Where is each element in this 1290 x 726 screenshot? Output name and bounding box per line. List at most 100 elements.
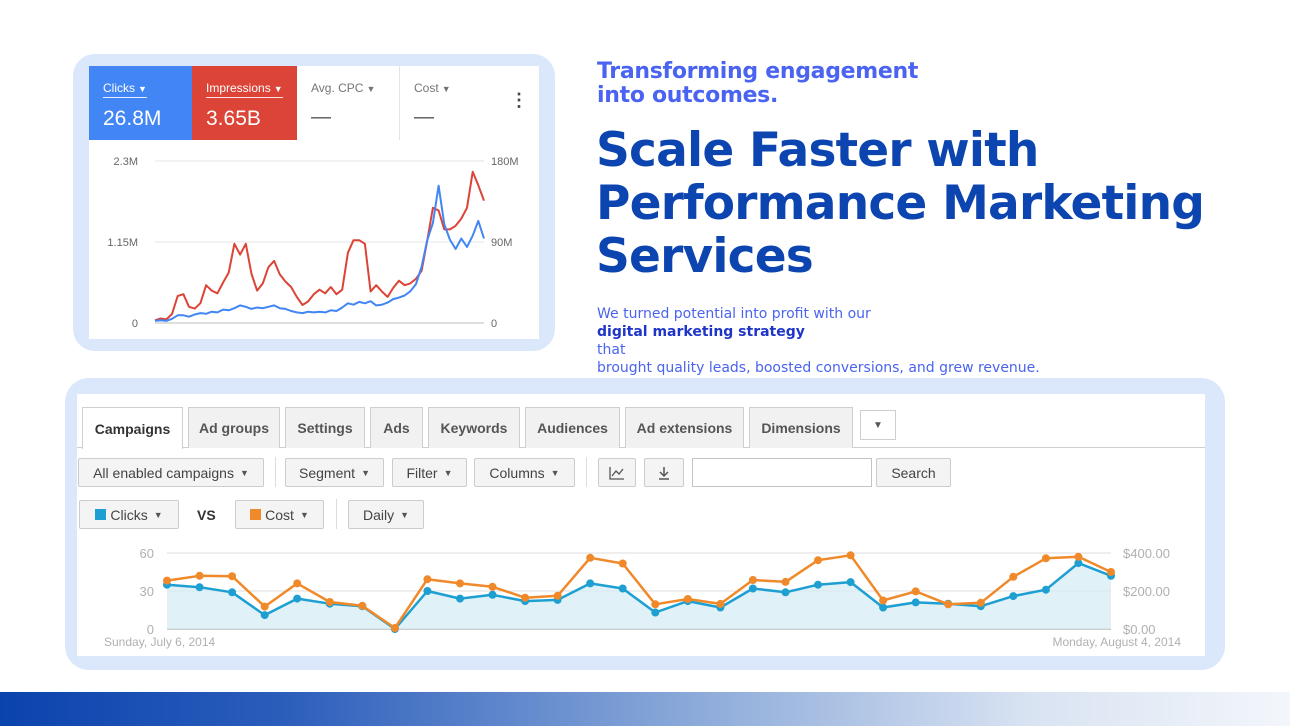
cost-swatch [250, 509, 262, 520]
y-left-tick-label: 1.15M [107, 237, 138, 249]
bottom-gradient-bar [0, 692, 1290, 726]
segment-dropdown[interactable]: Segment ▼ [285, 458, 384, 487]
caret-down-icon: ▼ [400, 509, 410, 520]
vs-label: VS [197, 507, 216, 523]
data-point-clicks [260, 611, 269, 620]
adwords-panel: Campaigns Ad groups Settings Ads Keyword… [77, 394, 1205, 656]
y-left-tick-label: 0 [147, 622, 154, 637]
data-point-clicks [488, 590, 497, 599]
y-right-tick-label: $400.00 [1123, 546, 1170, 561]
y-right-tick-label: 180M [491, 156, 519, 168]
toolbar-divider [586, 457, 587, 487]
data-point-clicks [228, 588, 237, 597]
data-point-cost [390, 624, 399, 632]
data-point-cost [163, 576, 171, 585]
series-line-impressions [154, 170, 485, 322]
kebab-vertical-icon[interactable]: ⋮ [510, 90, 528, 110]
tab-ad-extensions[interactable]: Ad extensions [625, 407, 744, 448]
metric-clicks-label: Clicks ▼ [103, 81, 147, 98]
toolbar-divider [336, 499, 337, 529]
clicks-impressions-chart: 2.3M 180M 1.15M 90M 0 0 [107, 156, 519, 330]
data-point-clicks [195, 583, 204, 592]
metric-impressions-value: 3.65B [206, 107, 261, 130]
caret-down-icon: ▼ [273, 84, 283, 94]
data-point-cost [1041, 554, 1050, 563]
metric-impressions[interactable]: Impressions ▼ 3.65B [192, 66, 297, 140]
adwords-report-card: Campaigns Ad groups Settings Ads Keyword… [65, 378, 1225, 670]
metric-avg-cpc[interactable]: Avg. CPC ▼ — [297, 66, 400, 140]
y-left-tick-label: 2.3M [114, 156, 138, 168]
y-left-tick-label: 30 [140, 584, 154, 599]
data-point-cost [846, 551, 855, 560]
caret-down-icon: ▼ [239, 467, 249, 478]
tab-dimensions[interactable]: Dimensions [749, 407, 853, 448]
data-point-cost [553, 591, 562, 600]
series-line-cost [166, 554, 1112, 630]
search-input[interactable] [692, 458, 872, 487]
title-line-1: Scale Faster with [596, 123, 1039, 178]
description-line-2: brought quality leads, boosted conversio… [597, 360, 1040, 376]
tab-keywords[interactable]: Keywords [428, 407, 520, 448]
download-icon [659, 466, 669, 480]
caret-down-icon: ▼ [361, 467, 370, 478]
y-right-tick-label: $200.00 [1123, 584, 1170, 599]
caret-down-icon: ▼ [441, 84, 451, 94]
data-point-clicks [618, 584, 627, 593]
metric-impressions-label: Impressions ▼ [206, 81, 283, 98]
tab-ads[interactable]: Ads [370, 407, 423, 448]
tab-settings[interactable]: Settings [285, 407, 365, 448]
y-left-tick-label: 0 [132, 318, 138, 330]
columns-dropdown[interactable]: Columns ▼ [474, 458, 575, 487]
kicker-line-2: into outcomes. [597, 83, 779, 108]
campaign-filter-dropdown[interactable]: All enabled campaigns ▼ [78, 458, 264, 487]
metric-clicks[interactable]: Clicks ▼ 26.8M [89, 66, 192, 140]
line-chart-button[interactable] [598, 458, 636, 487]
tab-audiences[interactable]: Audiences [525, 407, 620, 448]
data-point-clicks [1074, 559, 1083, 568]
filter-dropdown[interactable]: Filter ▼ [392, 458, 467, 487]
data-point-cost [293, 579, 302, 588]
data-point-cost [260, 602, 269, 611]
data-point-cost [228, 572, 237, 581]
download-button[interactable] [644, 458, 684, 487]
clicks-cost-daily-chart: 60 $400.00 30 $200.00 0 $0.00 Sunday, July 6, … [104, 546, 1181, 649]
x-end-label: Monday, August 4, 2014 [1052, 635, 1181, 649]
metric-cost-value: — [414, 106, 434, 128]
data-point-cost [1009, 572, 1018, 581]
clicks-metric-dropdown[interactable]: Clicks ▼ [79, 500, 179, 529]
data-point-cost [358, 601, 367, 610]
data-point-clicks [456, 594, 464, 603]
caret-down-icon: ▼ [443, 467, 453, 478]
caret-down-icon: ▼ [153, 509, 163, 520]
caret-down-icon[interactable]: ▼ [860, 410, 896, 440]
data-point-cost [716, 599, 725, 608]
data-point-cost [618, 559, 627, 568]
page-title: Scale Faster with Performance Marketing … [596, 124, 1286, 283]
data-point-clicks [911, 598, 920, 607]
description-highlight: digital marketing strategy [597, 324, 805, 340]
data-point-cost [781, 577, 790, 586]
data-point-cost [456, 579, 464, 588]
data-point-cost [1074, 552, 1083, 561]
data-point-cost [683, 595, 692, 603]
data-point-cost [814, 556, 822, 565]
tab-ad-groups[interactable]: Ad groups [188, 407, 280, 448]
period-dropdown[interactable]: Daily ▼ [348, 500, 424, 529]
metric-avg-cpc-label: Avg. CPC ▼ [311, 81, 376, 95]
series-area-clicks [167, 563, 1111, 629]
search-button[interactable]: Search [876, 458, 951, 487]
data-point-cost [423, 575, 432, 584]
kicker-line-1: Transforming engagement [597, 59, 919, 84]
line-chart-icon [609, 466, 624, 480]
data-point-cost [195, 571, 204, 580]
cost-metric-dropdown[interactable]: Cost ▼ [235, 500, 324, 529]
metric-cost[interactable]: Cost ▼ — [400, 66, 503, 140]
tab-bar: Campaigns Ad groups Settings Ads Keyword… [77, 394, 1205, 449]
metric-clicks-value: 26.8M [103, 107, 162, 130]
data-point-clicks [423, 587, 432, 595]
data-point-cost [586, 553, 595, 562]
y-right-tick-label: 90M [491, 237, 512, 249]
metric-avg-cpc-value: — [311, 106, 331, 128]
tab-campaigns[interactable]: Campaigns [82, 407, 183, 449]
data-point-cost [944, 600, 953, 609]
